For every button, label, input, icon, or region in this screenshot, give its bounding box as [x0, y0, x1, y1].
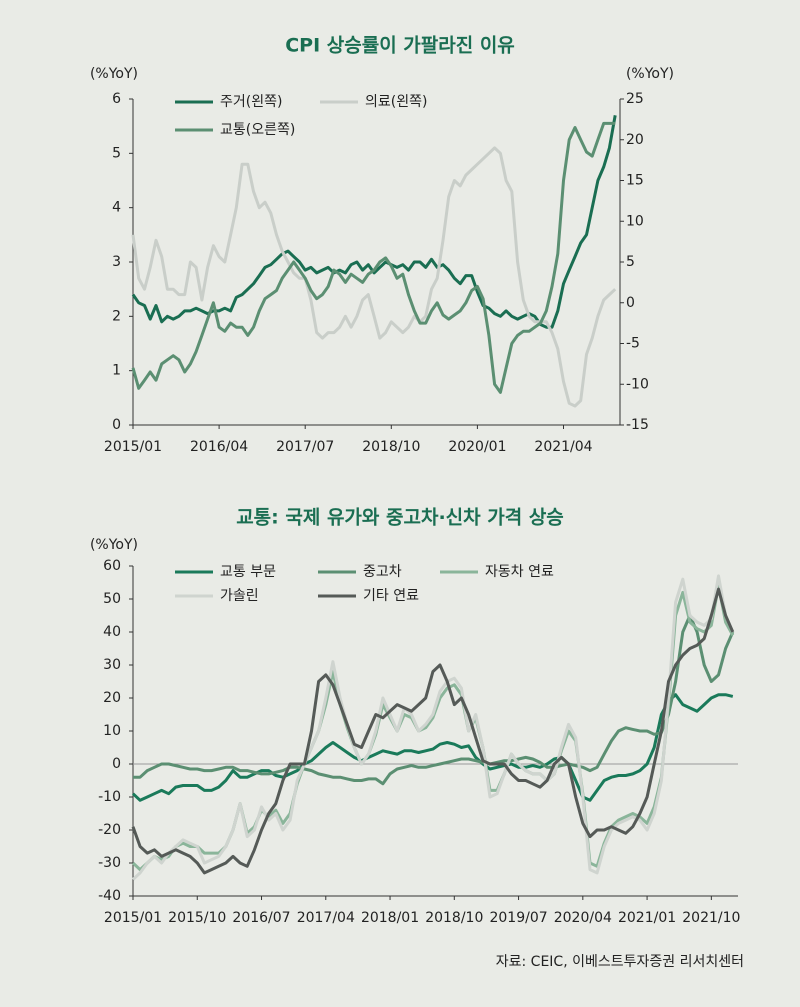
y-tick-label: 3	[112, 254, 121, 270]
y-tick-label: 6	[112, 91, 121, 107]
x-tick-label: 2021/10	[682, 910, 740, 926]
y-tick-label: 2	[112, 308, 121, 324]
series-line	[131, 121, 616, 394]
legend-label: 중고차	[363, 564, 402, 580]
y-tick-label: 20	[103, 690, 121, 706]
y2-axis-label: (%YoY)	[626, 66, 674, 82]
y-tick-label: -20	[98, 822, 121, 838]
x-tick-label: 2018/10	[362, 439, 420, 455]
chart-title: CPI 상승률이 가팔라진 이유	[285, 35, 515, 57]
y2-tick-label: 10	[626, 213, 644, 229]
x-tick-label: 2017/04	[297, 910, 355, 926]
chart-title: 교통: 국제 유가와 중고차·신차 가격 상승	[236, 507, 564, 529]
y-tick-label: 0	[112, 417, 121, 433]
y-axis-label: (%YoY)	[90, 66, 138, 82]
x-tick-label: 2020/04	[554, 910, 612, 926]
legend-label: 가솔린	[220, 588, 259, 604]
y-tick-label: 60	[103, 558, 121, 574]
y2-tick-label: 25	[626, 91, 644, 107]
y-tick-label: 0	[112, 756, 121, 772]
x-tick-label: 2020/01	[448, 439, 506, 455]
y-tick-label: -10	[98, 789, 121, 805]
x-tick-label: 2015/01	[104, 910, 162, 926]
y-tick-label: 50	[103, 591, 121, 607]
x-tick-label: 2021/01	[618, 910, 676, 926]
x-tick-label: 2016/04	[190, 439, 248, 455]
x-tick-label: 2019/07	[489, 910, 547, 926]
series-line	[131, 574, 735, 881]
x-tick-label: 2018/01	[361, 910, 419, 926]
series-line	[133, 614, 735, 786]
y-tick-label: 5	[112, 145, 121, 161]
x-tick-label: 2021/04	[534, 439, 592, 455]
y-axis-label: (%YoY)	[90, 537, 138, 553]
y-tick-label: -40	[98, 888, 121, 904]
legend-label: 의료(왼쪽)	[365, 94, 427, 110]
y2-tick-label: 20	[626, 132, 644, 148]
legend-label: 주거(왼쪽)	[220, 94, 282, 110]
source-note: 자료: CEIC, 이베스트투자증권 리서치센터	[496, 954, 744, 970]
legend-label: 교통(오른쪽)	[220, 122, 295, 138]
y-tick-label: 4	[112, 200, 121, 216]
y2-tick-label: 15	[626, 173, 644, 189]
series-line	[131, 115, 617, 329]
x-tick-label: 2017/07	[276, 439, 334, 455]
x-tick-label: 2015/10	[168, 910, 226, 926]
y2-tick-label: -10	[626, 376, 649, 392]
x-tick-label: 2015/01	[104, 439, 162, 455]
series-line	[131, 693, 734, 802]
x-tick-label: 2018/10	[425, 910, 483, 926]
y2-tick-label: 5	[626, 254, 635, 270]
legend-label: 기타 연료	[363, 588, 419, 604]
y-tick-label: 30	[103, 657, 121, 673]
series-line	[131, 146, 617, 408]
series-line	[131, 587, 735, 875]
y2-tick-label: 0	[626, 295, 635, 311]
y-tick-label: 1	[112, 363, 121, 379]
legend-label: 자동차 연료	[485, 564, 554, 580]
y2-tick-label: -5	[626, 336, 640, 352]
y2-tick-label: -15	[626, 417, 649, 433]
legend-label: 교통 부문	[220, 564, 276, 580]
x-tick-label: 2016/07	[232, 910, 290, 926]
y-tick-label: -30	[98, 855, 121, 871]
y-tick-label: 40	[103, 624, 121, 640]
y-tick-label: 10	[103, 723, 121, 739]
